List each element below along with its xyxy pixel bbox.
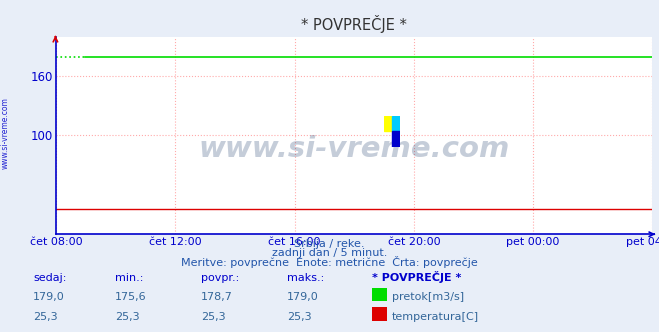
Bar [384,116,392,131]
Text: Meritve: povprečne  Enote: metrične  Črta: povprečje: Meritve: povprečne Enote: metrične Črta:… [181,256,478,268]
Text: 175,6: 175,6 [115,292,147,302]
Text: * POVPREČJE *: * POVPREČJE * [372,271,462,283]
Bar [392,131,401,147]
Text: 178,7: 178,7 [201,292,233,302]
Text: 179,0: 179,0 [287,292,318,302]
Text: 179,0: 179,0 [33,292,65,302]
Text: www.si-vreme.com: www.si-vreme.com [1,97,10,169]
Title: * POVPREČJE *: * POVPREČJE * [301,15,407,33]
Text: 25,3: 25,3 [115,312,140,322]
Text: 25,3: 25,3 [287,312,311,322]
Text: www.si-vreme.com: www.si-vreme.com [198,135,510,163]
Text: 25,3: 25,3 [201,312,225,322]
Text: Srbija / reke.: Srbija / reke. [295,239,364,249]
Text: temperatura[C]: temperatura[C] [392,312,479,322]
Text: pretok[m3/s]: pretok[m3/s] [392,292,464,302]
Text: zadnji dan / 5 minut.: zadnji dan / 5 minut. [272,248,387,258]
Text: povpr.:: povpr.: [201,273,239,283]
Text: sedaj:: sedaj: [33,273,67,283]
Text: min.:: min.: [115,273,144,283]
Text: 25,3: 25,3 [33,312,57,322]
Text: maks.:: maks.: [287,273,324,283]
Bar [392,116,401,131]
